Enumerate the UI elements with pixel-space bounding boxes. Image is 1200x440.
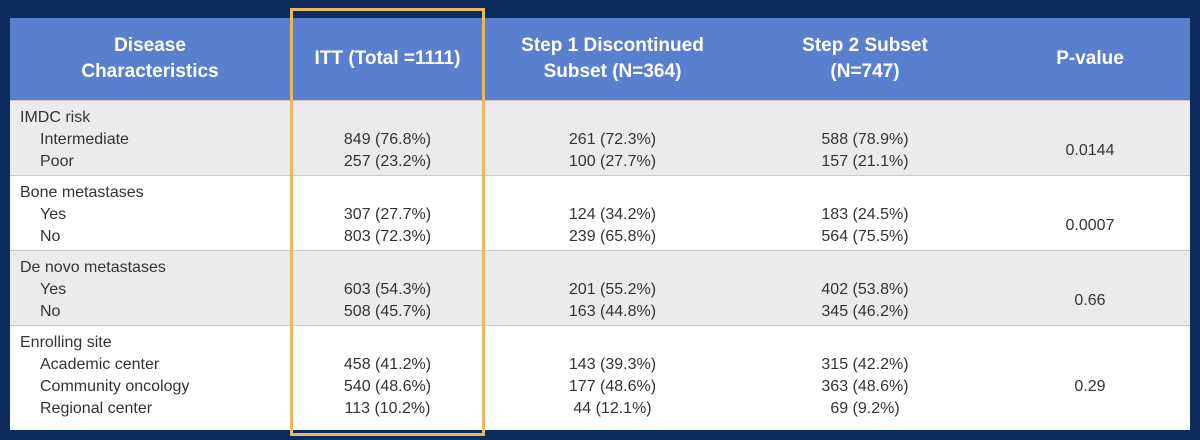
row-label: Poor (40, 153, 74, 170)
p-value: 0.0007 (1065, 217, 1115, 234)
value-cell: 143 (39.3%) (568, 356, 657, 373)
row-group (10, 250, 1190, 325)
row-label: Intermediate (40, 131, 129, 148)
p-value: 0.29 (1074, 378, 1106, 395)
value-cell: 177 (48.6%) (568, 378, 657, 395)
value-cell: 307 (27.7%) (343, 206, 432, 223)
value-cell: 183 (24.5%) (821, 206, 909, 223)
value-cell: 261 (72.3%) (568, 131, 657, 148)
row-group (10, 100, 1190, 175)
value-cell: 803 (72.3%) (343, 228, 432, 245)
row-label: Yes (40, 281, 67, 298)
value-cell: 402 (53.8%) (821, 281, 909, 298)
value-cell: 163 (44.8%) (568, 303, 657, 320)
row-group (10, 175, 1190, 250)
value-cell: 458 (41.2%) (343, 356, 432, 373)
header-cell: Step 2 Subset (N=747) (802, 35, 928, 82)
group-label: De novo metastases (20, 259, 166, 276)
value-cell: 588 (78.9%) (821, 131, 909, 148)
row-label: Yes (40, 206, 67, 223)
row-label: Academic center (40, 356, 160, 373)
header-cell: Step 1 Discontinued Subset (N=364) (521, 35, 704, 82)
header-row (10, 18, 1190, 100)
value-cell: 257 (23.2%) (343, 153, 432, 170)
row-label: Community oncology (40, 378, 190, 395)
group-label: Bone metastases (20, 184, 144, 201)
value-cell: 564 (75.5%) (821, 228, 909, 245)
group-label: IMDC risk (20, 109, 91, 126)
value-cell: 69 (9.2%) (830, 400, 900, 417)
value-cell: 540 (48.6%) (343, 378, 432, 395)
group-label: Enrolling site (20, 334, 112, 351)
header-cell: P-value (1056, 48, 1124, 69)
value-cell: 201 (55.2%) (568, 281, 657, 298)
row-label: No (40, 228, 61, 245)
value-cell: 124 (34.2%) (568, 206, 657, 223)
header-cell: ITT (Total =1111) (314, 48, 461, 69)
value-cell: 603 (54.3%) (343, 281, 432, 298)
row-label: No (40, 303, 61, 320)
value-cell: 113 (10.2%) (344, 400, 431, 417)
p-value: 0.66 (1074, 292, 1106, 309)
characteristics-table: Disease Characteristics ITT (Total =1111)… (10, 18, 1190, 430)
header-cell: Disease Characteristics (81, 35, 219, 82)
value-cell: 508 (45.7%) (343, 303, 432, 320)
row-group (10, 325, 1190, 430)
value-cell: 100 (27.7%) (568, 153, 657, 170)
value-cell: 849 (76.8%) (343, 131, 432, 148)
value-cell: 315 (42.2%) (821, 356, 909, 373)
value-cell: 44 (12.1%) (573, 400, 652, 417)
p-value: 0.0144 (1065, 142, 1115, 159)
value-cell: 345 (46.2%) (821, 303, 909, 320)
value-cell: 239 (65.8%) (568, 228, 657, 245)
value-cell: 363 (48.6%) (821, 378, 909, 395)
value-cell: 157 (21.1%) (821, 153, 909, 170)
row-label: Regional center (40, 400, 153, 417)
